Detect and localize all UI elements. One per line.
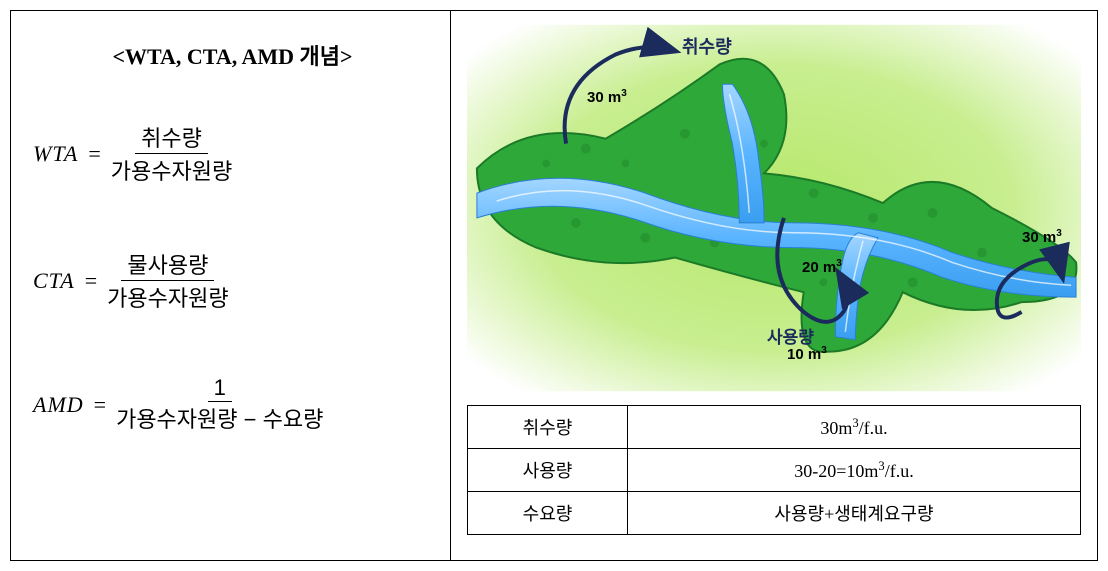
table-val: 30m3/f.u. bbox=[628, 406, 1081, 449]
amd-numerator: 1 bbox=[208, 375, 232, 402]
table-row: 취수량 30m3/f.u. bbox=[468, 406, 1081, 449]
formula-amd: AMD = 1 가용수자원량 − 수요량 bbox=[33, 375, 432, 434]
label-return-value: 20 m3 bbox=[802, 258, 842, 276]
table-key: 사용량 bbox=[468, 449, 628, 492]
eq-sign: = bbox=[88, 141, 100, 167]
amd-denominator: 가용수자원량 − 수요량 bbox=[110, 402, 329, 434]
table-key: 수요량 bbox=[468, 492, 628, 535]
table-key: 취수량 bbox=[468, 406, 628, 449]
label-intake-value: 30 m3 bbox=[587, 88, 627, 106]
cta-numerator: 물사용량 bbox=[121, 248, 214, 281]
fraction-amd: 1 가용수자원량 − 수요량 bbox=[110, 375, 329, 434]
var-cta: CTA bbox=[33, 268, 75, 294]
river-diagram: 취수량 30 m3 20 m3 사용량 10 m3 30 m3 bbox=[467, 23, 1081, 393]
label-downstream-value: 30 m3 bbox=[1022, 228, 1062, 246]
concept-title: <WTA, CTA, AMD 개념> bbox=[33, 39, 432, 71]
label-usage-value: 10 m3 bbox=[787, 345, 827, 363]
eq-sign: = bbox=[94, 392, 106, 418]
wta-numerator: 취수량 bbox=[135, 121, 208, 154]
main-container: <WTA, CTA, AMD 개념> WTA = 취수량 가용수자원량 CTA … bbox=[10, 10, 1098, 561]
table-val: 30-20=10m3/f.u. bbox=[628, 449, 1081, 492]
table-row: 수요량 사용량+생태계요구량 bbox=[468, 492, 1081, 535]
cta-denominator: 가용수자원량 bbox=[101, 281, 234, 313]
var-amd: AMD bbox=[33, 392, 84, 418]
eq-sign: = bbox=[85, 268, 97, 294]
table-val: 사용량+생태계요구량 bbox=[628, 492, 1081, 535]
left-panel: <WTA, CTA, AMD 개념> WTA = 취수량 가용수자원량 CTA … bbox=[11, 11, 451, 560]
wta-denominator: 가용수자원량 bbox=[105, 154, 238, 186]
formula-cta: CTA = 물사용량 가용수자원량 bbox=[33, 248, 432, 313]
right-panel: 취수량 30 m3 20 m3 사용량 10 m3 30 m3 취수량 30m3… bbox=[451, 11, 1097, 560]
label-intake-title: 취수량 bbox=[682, 33, 732, 59]
fraction-wta: 취수량 가용수자원량 bbox=[105, 121, 238, 186]
var-wta: WTA bbox=[33, 141, 78, 167]
formula-wta: WTA = 취수량 가용수자원량 bbox=[33, 121, 432, 186]
definitions-table: 취수량 30m3/f.u. 사용량 30-20=10m3/f.u. 수요량 사용… bbox=[467, 405, 1081, 535]
table-row: 사용량 30-20=10m3/f.u. bbox=[468, 449, 1081, 492]
fraction-cta: 물사용량 가용수자원량 bbox=[101, 248, 234, 313]
